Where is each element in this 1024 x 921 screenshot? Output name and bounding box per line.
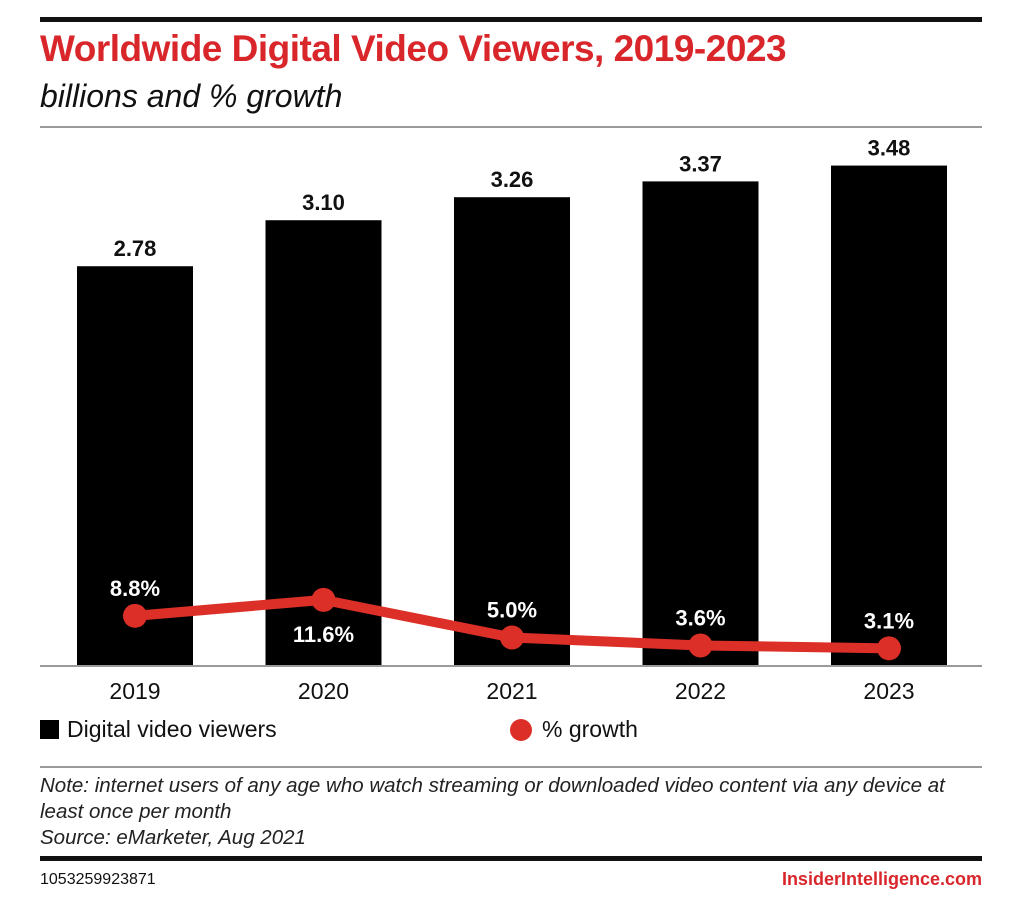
bar-value-labels: 2.78 3.10 3.26 3.37 3.48 xyxy=(114,136,911,262)
growth-value-label-2022: 3.6% xyxy=(675,605,725,630)
x-tick-label-2023: 2023 xyxy=(863,678,914,704)
bar-series xyxy=(77,165,947,667)
bar-value-label-2021: 3.26 xyxy=(491,167,534,192)
legend-label-digital-video-viewers: Digital video viewers xyxy=(67,716,277,742)
bar-2019 xyxy=(77,266,193,666)
brand-link[interactable]: InsiderIntelligence.com xyxy=(781,869,982,889)
legend-dot-swatch-icon xyxy=(510,718,532,741)
growth-point-2023 xyxy=(877,636,901,661)
chart-title: Worldwide Digital Video Viewers, 2019-20… xyxy=(40,28,787,69)
bar-2021 xyxy=(454,197,570,666)
top-rule xyxy=(40,17,982,22)
x-tick-label-2022: 2022 xyxy=(675,678,726,704)
bar-value-label-2019: 2.78 xyxy=(114,236,157,261)
growth-point-2019 xyxy=(123,603,147,628)
legend-label-growth: % growth xyxy=(542,716,638,742)
growth-line-series xyxy=(123,587,901,661)
x-axis-tick-labels: 2019 2020 2021 2022 2023 xyxy=(109,678,914,704)
subtitle-rule xyxy=(40,126,982,128)
bar-value-label-2023: 3.48 xyxy=(868,136,911,161)
legend-bar-swatch-icon xyxy=(40,720,59,739)
note-rule xyxy=(40,766,982,768)
growth-value-label-2023: 3.1% xyxy=(864,608,914,633)
chart-id: 1053259923871 xyxy=(40,871,156,888)
x-tick-label-2021: 2021 xyxy=(486,678,537,704)
growth-value-labels: 8.8% 11.6% 5.0% 3.6% 3.1% xyxy=(110,576,914,647)
bar-value-label-2020: 3.10 xyxy=(302,190,345,215)
growth-point-2022 xyxy=(688,633,713,658)
bar-value-label-2022: 3.37 xyxy=(679,151,722,176)
x-tick-label-2019: 2019 xyxy=(109,678,160,704)
bar-2022 xyxy=(642,181,759,667)
legend-item-digital-video-viewers: Digital video viewers xyxy=(40,716,277,743)
x-tick-label-2020: 2020 xyxy=(298,678,349,704)
footnote: Note: internet users of any age who watc… xyxy=(40,773,990,851)
bottom-rule xyxy=(40,856,982,861)
growth-value-label-2020: 11.6% xyxy=(293,622,354,647)
note-text: Note: internet users of any age who watc… xyxy=(40,774,945,823)
chart-subtitle: billions and % growth xyxy=(40,78,343,114)
legend-item-growth: % growth xyxy=(510,716,638,743)
growth-point-2020 xyxy=(311,587,336,612)
growth-value-label-2021: 5.0% xyxy=(487,598,537,623)
growth-point-2021 xyxy=(500,625,524,650)
growth-value-label-2019: 8.8% xyxy=(110,576,160,601)
source-text: Source: eMarketer, Aug 2021 xyxy=(40,826,306,849)
bar-2023 xyxy=(831,165,947,667)
